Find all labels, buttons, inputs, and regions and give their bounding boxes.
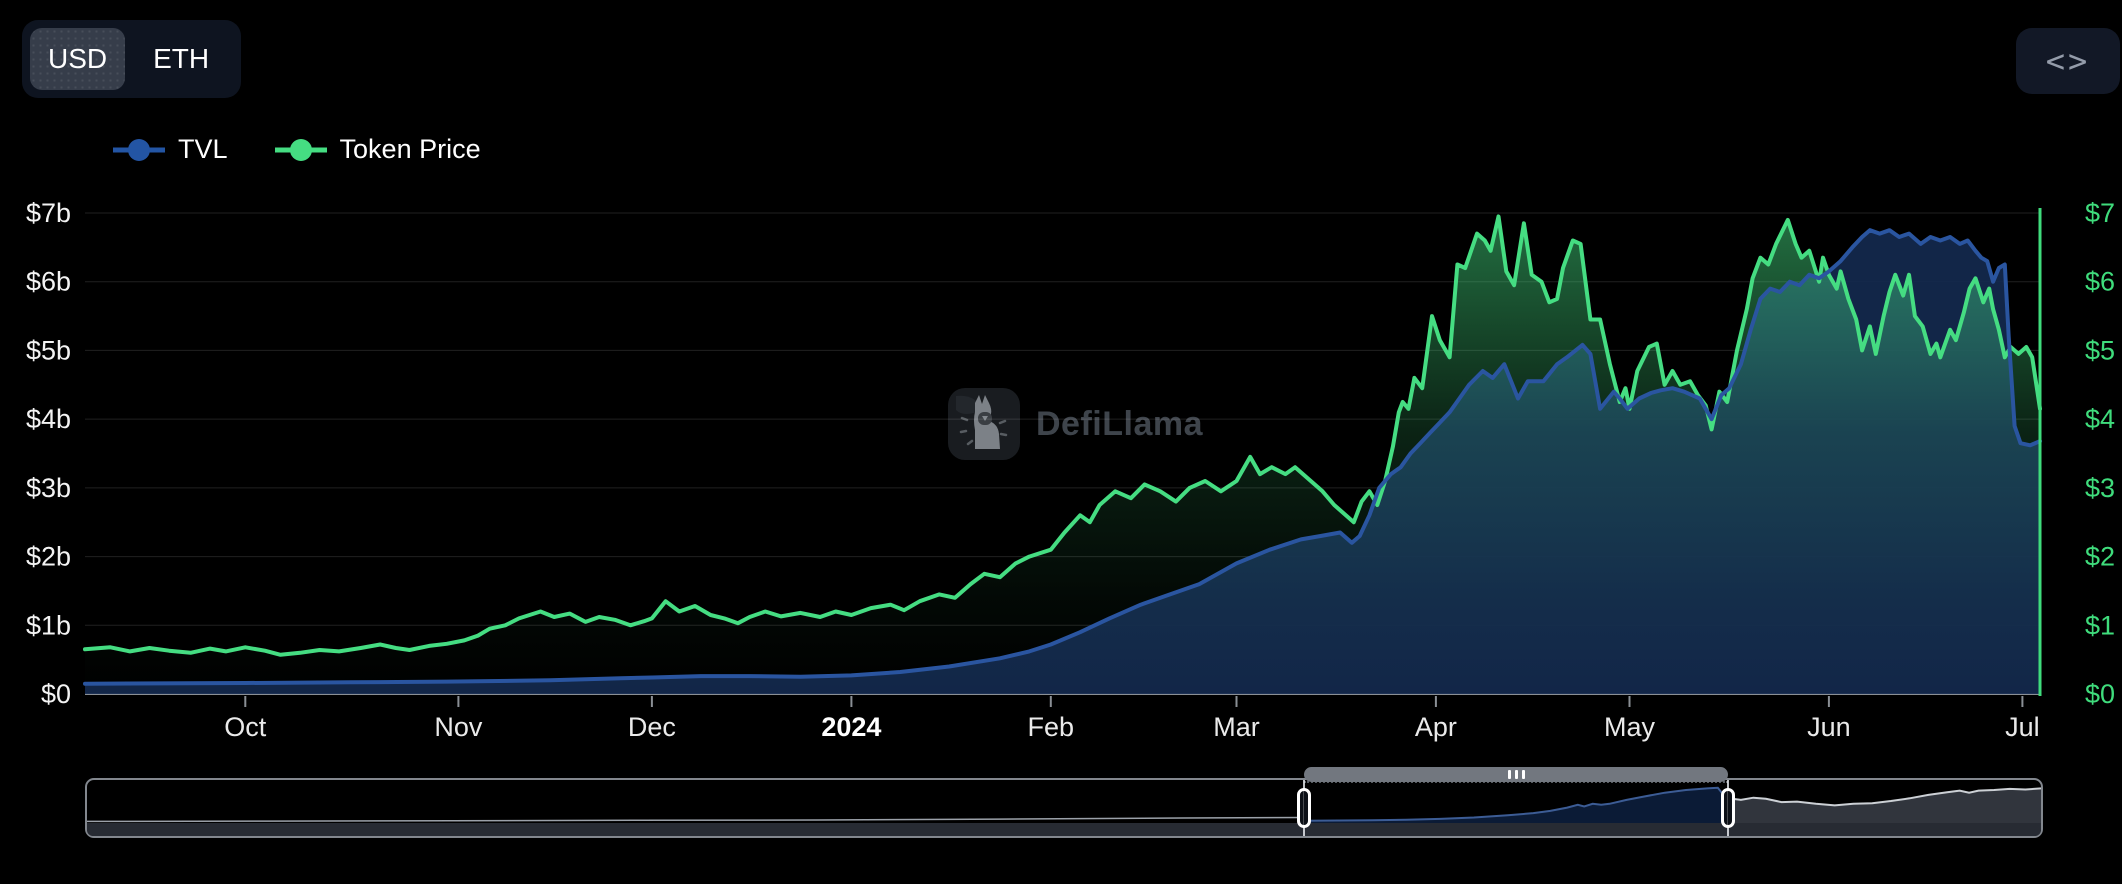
watermark-text: DefiLlama xyxy=(1036,404,1203,443)
y-axis-label-right: $5 xyxy=(2085,335,2115,365)
token-price-line xyxy=(83,214,2042,657)
slider-minimap xyxy=(87,786,2041,823)
y-axis-label-left: $7b xyxy=(26,198,71,228)
x-axis-label: Nov xyxy=(434,712,483,742)
currency-toggle: USD ETH xyxy=(22,20,242,98)
y-axis-label-right: $2 xyxy=(2085,542,2115,572)
token-price-area xyxy=(85,216,2040,694)
legend-label: Token Price xyxy=(339,134,481,164)
embed-code-button[interactable]: <> xyxy=(2016,28,2120,94)
slider-bottom-strip xyxy=(87,823,2041,836)
y-axis-label-right: $7 xyxy=(2085,198,2115,228)
chart-legend: TVL Token Price xyxy=(112,134,481,165)
code-icon: <> xyxy=(2045,42,2091,80)
legend-label: TVL xyxy=(178,134,228,164)
x-axis-label: Mar xyxy=(1213,712,1260,742)
token-price-legend-marker-icon xyxy=(274,138,327,161)
minimap-selected-line xyxy=(1304,786,1729,822)
minimap-selected-area xyxy=(1304,787,1729,823)
tvl-line xyxy=(83,228,2042,686)
minimap-after-area xyxy=(1728,788,2041,823)
minimap-after-line xyxy=(1728,787,2041,807)
chart-canvas[interactable]: $0 $0 $1b $1 $2b $2 $3b $3 $4b $4 $5b $5 $6b $6 $7b $7 O… xyxy=(0,0,2122,770)
defillama-watermark: DefiLlama xyxy=(948,388,1203,460)
tvl-legend-marker-icon xyxy=(113,138,165,161)
currency-option-usd[interactable]: USD xyxy=(30,28,126,90)
range-slider-track[interactable] xyxy=(85,767,2043,838)
x-axis-label: Feb xyxy=(1028,712,1075,742)
currency-option-eth[interactable]: ETH xyxy=(135,28,227,90)
slider-selection-dotted-line xyxy=(1304,781,1728,783)
slider-handle-right[interactable] xyxy=(1721,788,1735,828)
x-axis-label: Jun xyxy=(1807,712,1851,742)
y-axis-label-right: $3 xyxy=(2085,473,2115,503)
y-axis-label-right: $4 xyxy=(2085,404,2115,434)
slider-selection-bar[interactable] xyxy=(1304,767,1728,782)
legend-item-token-price[interactable]: Token Price xyxy=(274,134,481,165)
x-axis-label: Dec xyxy=(628,712,676,742)
defillama-llama-icon xyxy=(948,388,1020,460)
y-axis-label-left: $4b xyxy=(26,404,71,434)
minimap-before-line xyxy=(87,816,1305,823)
x-axis-label: Jul xyxy=(2005,712,2040,742)
y-axis-label-left: $5b xyxy=(26,335,71,365)
y-axis-label-right: $6 xyxy=(2085,267,2115,297)
y-axis-label-left: $1b xyxy=(26,610,71,640)
drag-grip-icon xyxy=(1507,770,1525,779)
x-axis-label: Apr xyxy=(1415,712,1457,742)
slider-handle-left[interactable] xyxy=(1297,788,1311,828)
y-axis-label-left: $2b xyxy=(26,542,71,572)
y-axis-label-left: $0 xyxy=(41,679,71,709)
x-axis-label: 2024 xyxy=(821,712,881,742)
legend-item-tvl[interactable]: TVL xyxy=(112,134,228,165)
x-axis-label: May xyxy=(1604,712,1656,742)
y-axis-label-right: $1 xyxy=(2085,610,2115,640)
y-axis-label-left: $3b xyxy=(26,473,71,503)
y-axis-label-right: $0 xyxy=(2085,679,2115,709)
y-axis-label-left: $6b xyxy=(26,267,71,297)
x-axis-label: Oct xyxy=(224,712,267,742)
